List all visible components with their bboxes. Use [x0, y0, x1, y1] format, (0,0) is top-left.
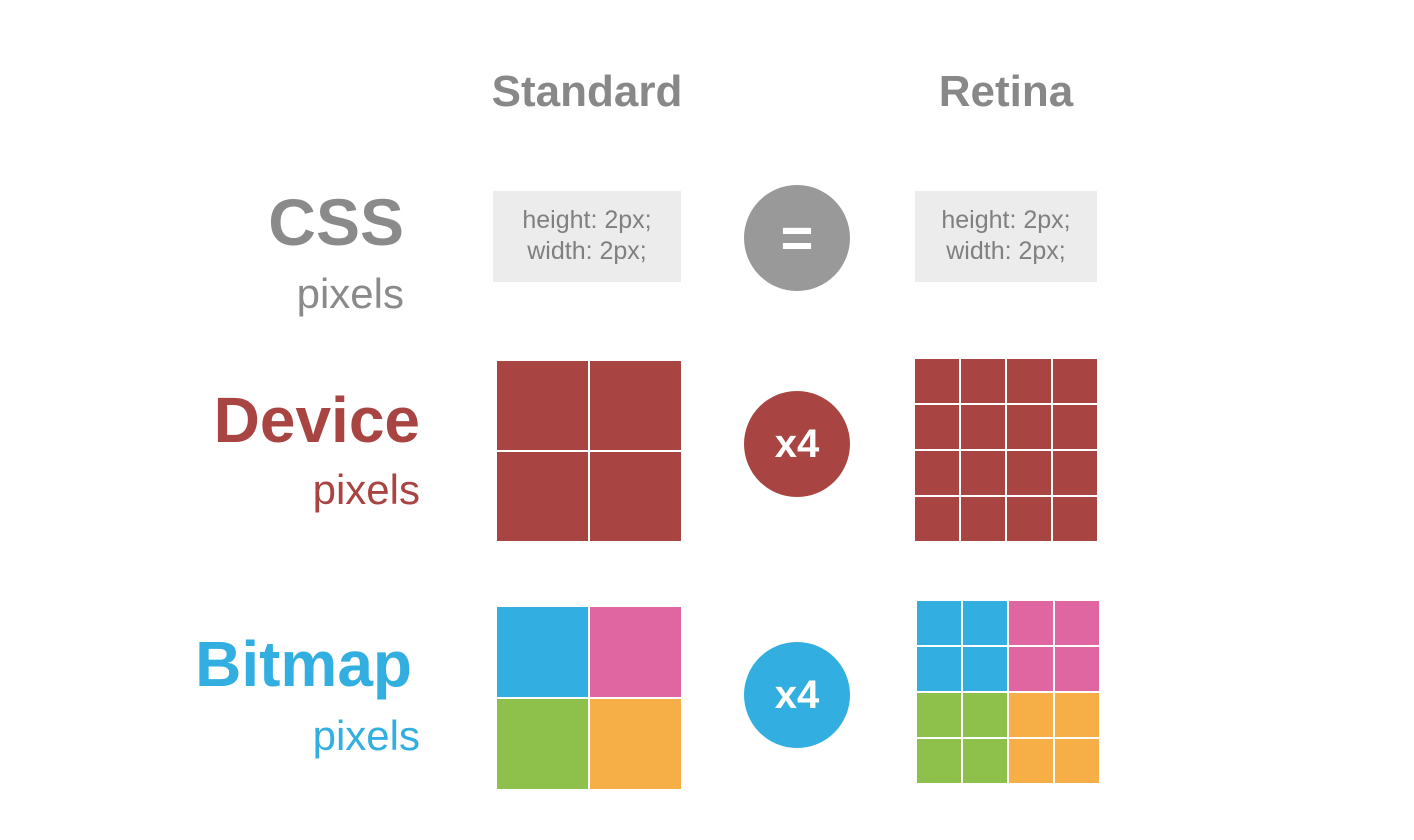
pixel-cell	[1009, 739, 1053, 783]
row-subtitle-css: pixels	[296, 270, 404, 317]
pixel-cell	[497, 699, 588, 789]
column-header-standard: Standard	[491, 67, 683, 116]
pixel-cell	[1007, 359, 1051, 403]
pixel-cell	[963, 739, 1007, 783]
pixel-cell	[1009, 601, 1053, 645]
pixel-cell	[497, 361, 588, 450]
equals-circle: =	[744, 185, 850, 291]
bitmap-pixel-grid-retina	[917, 601, 1099, 783]
pixel-cell	[1009, 647, 1053, 691]
pixel-cell	[1007, 497, 1051, 541]
pixel-cell	[915, 405, 959, 449]
css-code-line-height: height: 2px;	[941, 206, 1071, 234]
device-pixel-grid-retina	[915, 359, 1097, 541]
pixel-cell	[1009, 693, 1053, 737]
pixel-cell	[590, 699, 681, 789]
pixel-cell	[917, 647, 961, 691]
pixel-cell	[497, 607, 588, 697]
pixel-cell	[1053, 451, 1097, 495]
pixel-cell	[590, 607, 681, 697]
row-title-css: CSS	[268, 185, 404, 259]
pixel-cell	[915, 497, 959, 541]
row-title-bitmap: Bitmap	[195, 628, 412, 700]
pixel-cell	[497, 452, 588, 541]
css-code-box-retina: height: 2px; width: 2px;	[915, 191, 1097, 282]
pixel-cell	[1007, 451, 1051, 495]
pixel-cell	[1055, 693, 1099, 737]
pixel-cell	[1053, 405, 1097, 449]
device-pixel-grid-standard	[497, 361, 681, 541]
pixel-cell	[1055, 601, 1099, 645]
row-subtitle-device: pixels	[312, 466, 420, 513]
pixel-cell	[1055, 739, 1099, 783]
pixel-cell	[963, 647, 1007, 691]
pixel-cell	[1053, 359, 1097, 403]
pixel-cell	[961, 451, 1005, 495]
pixel-cell	[961, 405, 1005, 449]
pixel-cell	[963, 693, 1007, 737]
pixel-cell	[961, 497, 1005, 541]
pixel-cell	[917, 601, 961, 645]
row-subtitle-bitmap: pixels	[312, 712, 420, 759]
pixel-cell	[915, 359, 959, 403]
column-header-retina: Retina	[938, 67, 1074, 116]
pixel-cell	[961, 359, 1005, 403]
pixel-cell	[1053, 497, 1097, 541]
pixel-cell	[590, 361, 681, 450]
row-title-device: Device	[213, 384, 420, 456]
bitmap-pixel-grid-standard	[497, 607, 681, 789]
css-code-line-width: width: 2px;	[527, 237, 647, 265]
pixel-cell	[915, 451, 959, 495]
device-multiplier-circle: x4	[744, 391, 850, 497]
pixel-cell	[1055, 647, 1099, 691]
pixel-cell	[917, 739, 961, 783]
pixel-cell	[1007, 405, 1051, 449]
pixel-cell	[917, 693, 961, 737]
css-code-box-standard: height: 2px; width: 2px;	[493, 191, 681, 282]
bitmap-multiplier-circle: x4	[744, 642, 850, 748]
pixel-cell	[590, 452, 681, 541]
pixel-cell	[963, 601, 1007, 645]
css-code-line-height: height: 2px;	[522, 206, 652, 234]
css-code-line-width: width: 2px;	[946, 237, 1066, 265]
